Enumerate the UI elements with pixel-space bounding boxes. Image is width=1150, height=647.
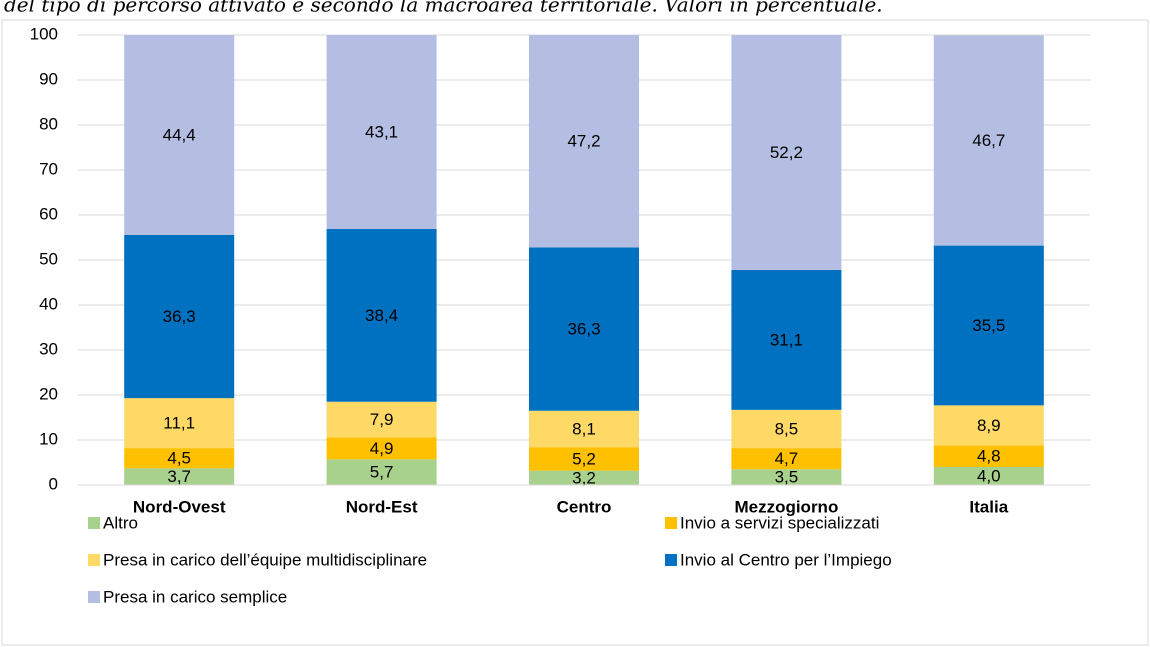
bar-segment bbox=[731, 469, 842, 485]
data-label: 8,5 bbox=[775, 419, 799, 438]
y-tick-label: 40 bbox=[39, 294, 58, 313]
bar-segment bbox=[731, 269, 842, 410]
bar-segment bbox=[933, 35, 1044, 246]
y-tick-label: 60 bbox=[39, 204, 58, 223]
y-tick-label: 10 bbox=[39, 429, 58, 448]
y-tick-label: 20 bbox=[39, 384, 58, 403]
bar-segment bbox=[124, 468, 235, 485]
legend-label: Altro bbox=[103, 513, 138, 532]
bar-segment bbox=[731, 409, 842, 449]
data-label: 3,2 bbox=[572, 468, 596, 487]
y-tick-label: 0 bbox=[49, 474, 58, 493]
data-label: 7,9 bbox=[370, 410, 394, 429]
x-tick-label: Italia bbox=[969, 497, 1008, 516]
data-label: 4,0 bbox=[977, 466, 1001, 485]
data-label: 35,5 bbox=[972, 316, 1005, 335]
chart-frame bbox=[1, 19, 1149, 646]
bar-segment bbox=[933, 245, 1044, 406]
legend-swatch bbox=[88, 591, 100, 603]
y-tick-label: 80 bbox=[39, 114, 58, 133]
bar-segment bbox=[326, 35, 437, 229]
data-label: 36,3 bbox=[567, 320, 600, 339]
data-label: 4,5 bbox=[167, 449, 191, 468]
legend-swatch bbox=[88, 554, 100, 566]
legend-label: Presa in carico semplice bbox=[103, 587, 287, 606]
y-tick-label: 50 bbox=[39, 249, 58, 268]
data-label: 47,2 bbox=[567, 132, 600, 151]
y-tick-label: 100 bbox=[30, 24, 58, 43]
x-tick-label: Centro bbox=[557, 497, 612, 516]
bar-segment bbox=[529, 447, 639, 471]
chart-title: del tipo di percorso attivato e secondo … bbox=[4, 0, 883, 17]
data-label: 5,7 bbox=[370, 463, 394, 482]
legend-label: Invio a servizi specializzati bbox=[680, 513, 879, 532]
data-label: 31,1 bbox=[770, 330, 803, 349]
data-label: 4,9 bbox=[370, 439, 394, 458]
legend-label: Invio al Centro per l’Impiego bbox=[680, 550, 892, 569]
bar-segment bbox=[529, 470, 639, 485]
bar-segment bbox=[933, 405, 1044, 446]
bar-segment bbox=[124, 234, 235, 399]
x-tick-label: Nord-Est bbox=[346, 497, 418, 516]
y-tick-label: 70 bbox=[39, 159, 58, 178]
data-label: 38,4 bbox=[365, 306, 398, 325]
bar-segment bbox=[326, 437, 437, 460]
y-tick-label: 90 bbox=[39, 69, 58, 88]
data-label: 3,7 bbox=[167, 467, 191, 486]
bar-segment bbox=[731, 35, 842, 270]
bar-segment bbox=[326, 228, 437, 402]
legend-swatch bbox=[88, 517, 100, 529]
data-label: 8,9 bbox=[977, 416, 1001, 435]
bar-segment bbox=[124, 398, 235, 449]
x-tick-label: Nord-Ovest bbox=[133, 497, 226, 516]
bar-segment bbox=[529, 35, 639, 248]
x-tick-label: Mezzogiorno bbox=[734, 497, 838, 516]
bar-segment bbox=[529, 410, 639, 448]
bar-segment bbox=[124, 448, 235, 469]
data-label: 3,5 bbox=[775, 468, 799, 487]
legend-swatch bbox=[665, 554, 677, 566]
bar-segment bbox=[933, 445, 1044, 467]
data-label: 8,1 bbox=[572, 419, 596, 438]
data-label: 5,2 bbox=[572, 449, 596, 468]
data-label: 46,7 bbox=[972, 131, 1005, 150]
bar-segment bbox=[529, 247, 639, 411]
bar-segment bbox=[326, 401, 437, 438]
data-label: 11,1 bbox=[163, 414, 195, 433]
bar-segment bbox=[731, 448, 842, 470]
bar-segment bbox=[124, 35, 235, 235]
legend-label: Presa in carico dell’équipe multidiscipl… bbox=[103, 550, 427, 569]
data-label: 43,1 bbox=[365, 122, 398, 141]
data-label: 4,7 bbox=[775, 449, 799, 468]
bar-segment bbox=[933, 467, 1044, 485]
legend-swatch bbox=[665, 517, 677, 529]
data-label: 4,8 bbox=[977, 447, 1001, 466]
bar-segment bbox=[326, 459, 437, 485]
y-tick-label: 30 bbox=[39, 339, 58, 358]
data-label: 44,4 bbox=[163, 125, 196, 144]
data-label: 52,2 bbox=[770, 143, 803, 162]
data-label: 36,3 bbox=[163, 307, 196, 326]
